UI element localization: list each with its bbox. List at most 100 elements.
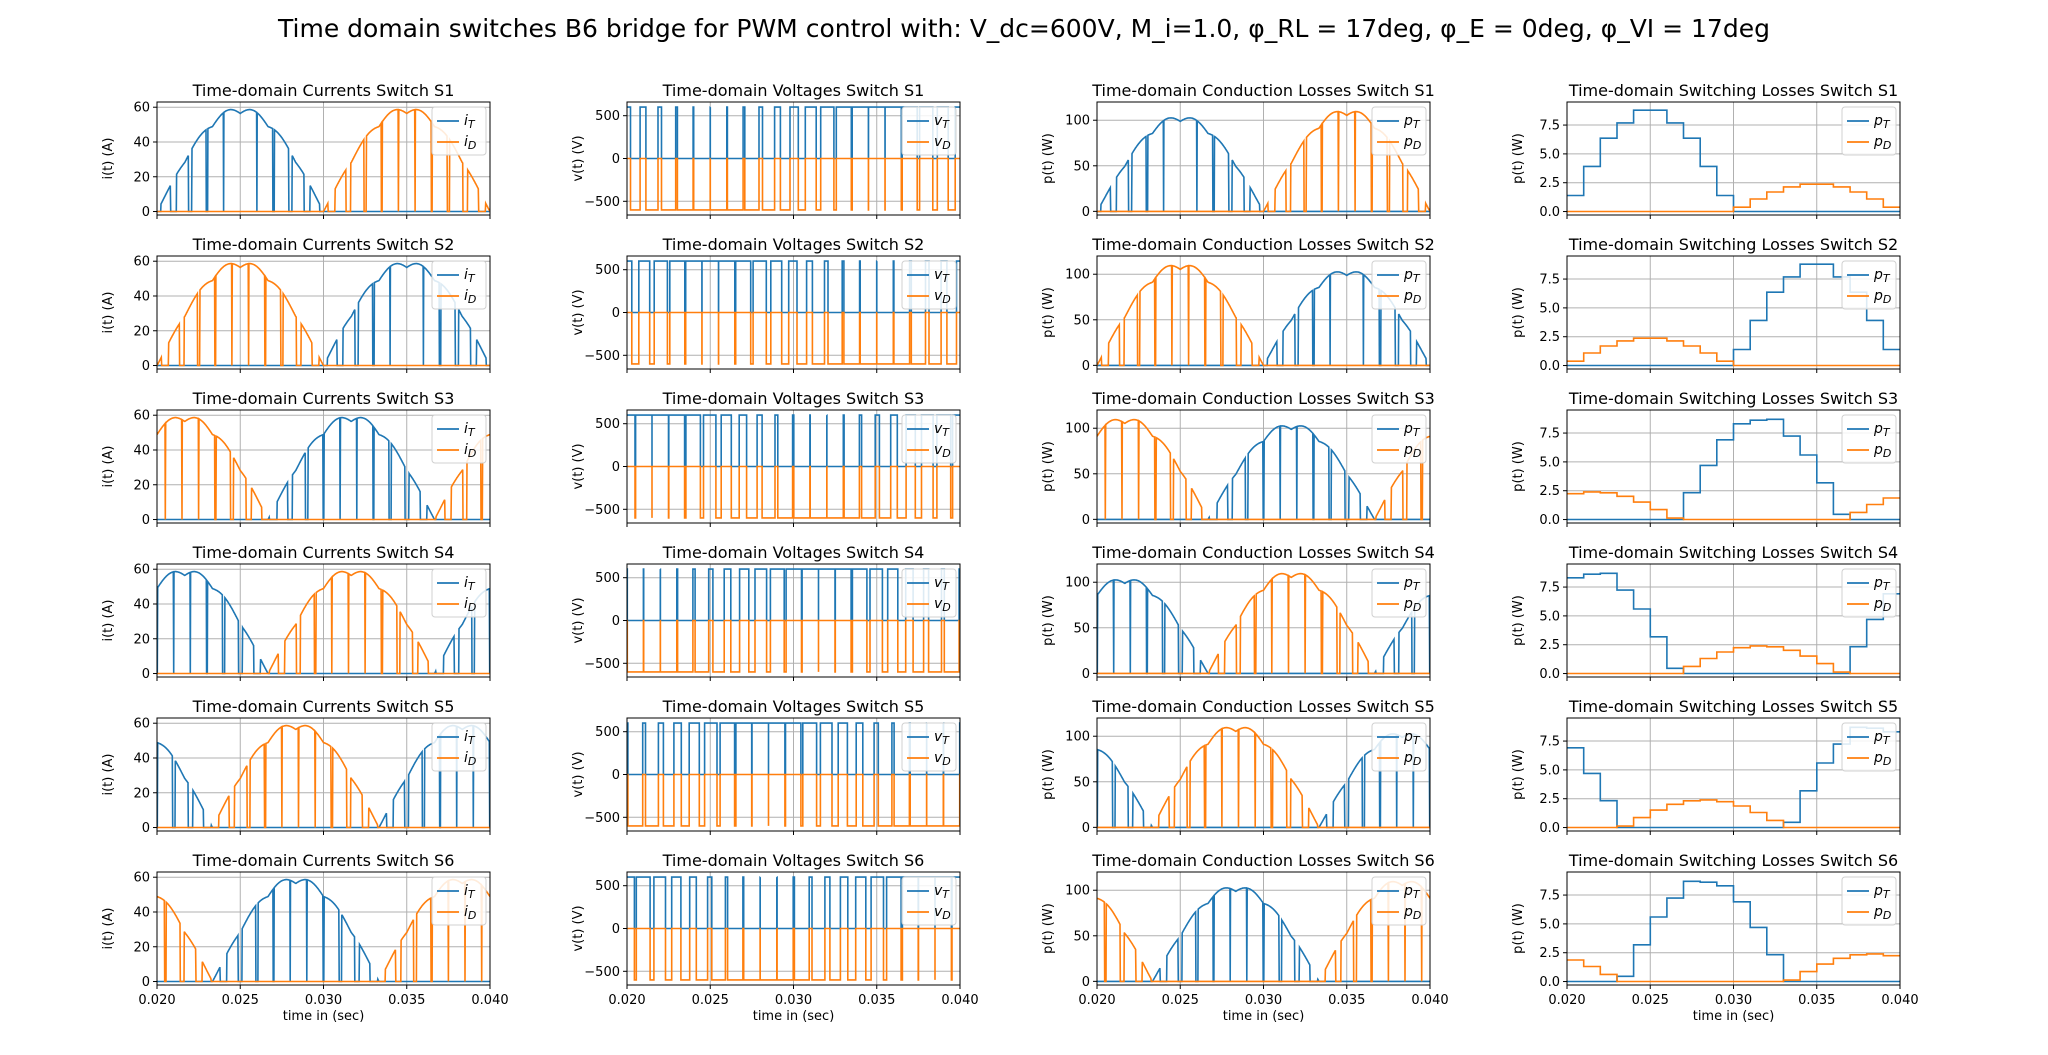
y-tick-label: 20 [133, 632, 150, 647]
y-tick-label: 100 [1065, 576, 1090, 591]
y-tick-label: −500 [584, 965, 620, 980]
subplot-title: Time-domain Currents Switch S3 [192, 389, 455, 408]
y-axis-label: v(t) (V) [571, 905, 586, 951]
y-tick-label: 0.0 [1539, 205, 1560, 220]
legend: iT iD [431, 260, 487, 310]
legend-box [431, 722, 487, 772]
subplot-title: Time-domain Conduction Losses Switch S6 [1091, 851, 1435, 870]
legend-D-label: vD [934, 442, 951, 460]
legend-D-label: pD [1873, 288, 1891, 306]
subplot-current-S3: 0 20 40 60 Time-domain Currents Switch S3 i(t… [101, 389, 491, 528]
x-tick-label: 0.035 [1798, 993, 1835, 1008]
series-D-line [1567, 337, 1900, 367]
legend: vT vD [901, 876, 957, 926]
y-tick-label: 0 [1082, 205, 1090, 220]
legend-T-label: pT [1873, 267, 1891, 285]
legend-T-label: pT [1873, 729, 1891, 747]
series-D-line [157, 570, 490, 675]
series-D-line [627, 773, 960, 827]
y-tick-label: 20 [133, 786, 150, 801]
subplot-current-S6: 0 20 40 60 0.020 0.025 0.030 0.035 0.040 time in … [101, 851, 509, 1024]
y-axis-label: p(t) (W) [1511, 287, 1526, 338]
legend-box [901, 568, 957, 618]
y-axis-label: v(t) (V) [571, 443, 586, 489]
legend: vT vD [901, 568, 957, 618]
legend-box [431, 106, 487, 156]
legend: pT pD [1841, 106, 1897, 156]
subplot-title: Time-domain Conduction Losses Switch S5 [1091, 697, 1435, 716]
y-tick-label: 0 [142, 667, 150, 682]
y-tick-label: 7.5 [1539, 119, 1560, 134]
y-tick-label: 500 [595, 571, 620, 586]
legend: pT pD [1841, 260, 1897, 310]
y-tick-label: 0 [142, 975, 150, 990]
legend-T-label: pT [1873, 575, 1891, 593]
subplot-title: Time-domain Voltages Switch S2 [662, 235, 925, 254]
y-tick-label: 0 [612, 768, 620, 783]
plot-area [1097, 572, 1430, 675]
legend: pT pD [1841, 722, 1897, 772]
legend-T-label: pT [1403, 729, 1421, 747]
series-T-line [1567, 572, 1900, 675]
y-tick-label: 50 [1073, 775, 1090, 790]
legend-box [431, 876, 487, 926]
series-D-line [1567, 183, 1900, 213]
legend-T-label: vT [934, 729, 950, 747]
y-tick-label: 50 [1073, 313, 1090, 328]
subplot-switching-S5: 0.0 2.5 5.0 7.5 Time-domain Switching Losses… [1511, 697, 1901, 836]
y-tick-label: 5.0 [1539, 455, 1560, 470]
legend: pT pD [1371, 876, 1427, 926]
series-T-line [1567, 880, 1900, 983]
legend-T-label: vT [934, 113, 950, 131]
y-tick-label: 40 [133, 289, 150, 304]
y-tick-label: 60 [133, 101, 150, 116]
y-axis-label: p(t) (W) [1041, 133, 1056, 184]
legend-D-label: pD [1873, 750, 1891, 768]
y-tick-label: 2.5 [1539, 484, 1560, 499]
y-tick-label: 20 [133, 170, 150, 185]
series-D-line [157, 416, 490, 521]
x-tick-label: 0.025 [692, 993, 729, 1008]
y-tick-label: 0 [1082, 667, 1090, 682]
subplot-title: Time-domain Conduction Losses Switch S3 [1091, 389, 1435, 408]
legend-box [901, 722, 957, 772]
legend-D-label: iD [464, 596, 476, 614]
legend: pT pD [1371, 106, 1427, 156]
series-T-line [1567, 418, 1900, 521]
subplot-current-S1: 0 20 40 60 Time-domain Currents Switch S1 i(t… [101, 81, 491, 220]
subplot-title: Time-domain Voltages Switch S3 [662, 389, 925, 408]
x-tick-label: 0.020 [1548, 993, 1585, 1008]
y-tick-label: 0 [142, 205, 150, 220]
y-axis-label: i(t) (A) [101, 445, 116, 487]
series-D-line [1567, 645, 1900, 675]
legend-D-label: pD [1403, 596, 1421, 614]
y-axis-label: p(t) (W) [1041, 287, 1056, 338]
legend-T-label: pT [1873, 113, 1891, 131]
y-tick-label: 100 [1065, 730, 1090, 745]
legend: iT iD [431, 568, 487, 618]
y-tick-label: 50 [1073, 621, 1090, 636]
x-tick-label: 0.020 [1078, 993, 1115, 1008]
y-tick-label: 0 [612, 614, 620, 629]
legend: vT vD [901, 106, 957, 156]
y-tick-label: 2.5 [1539, 946, 1560, 961]
legend-T-label: iT [464, 729, 476, 747]
x-tick-label: 0.030 [305, 993, 342, 1008]
y-tick-label: 0 [142, 821, 150, 836]
x-axis-label: time in (sec) [1693, 1009, 1775, 1024]
legend-D-label: iD [464, 750, 476, 768]
legend-D-label: vD [934, 904, 951, 922]
legend: vT vD [901, 260, 957, 310]
y-tick-label: 500 [595, 725, 620, 740]
legend-D-label: pD [1873, 904, 1891, 922]
legend: iT iD [431, 414, 487, 464]
subplot-voltage-S1: −500 0 500 Time-domain Voltages Switch S1 v(… [571, 81, 961, 219]
plot-area [1097, 418, 1430, 521]
y-tick-label: 7.5 [1539, 427, 1560, 442]
y-tick-label: 0 [142, 513, 150, 528]
y-axis-label: i(t) (A) [101, 291, 116, 333]
legend-D-label: pD [1403, 750, 1421, 768]
legend: vT vD [901, 722, 957, 772]
